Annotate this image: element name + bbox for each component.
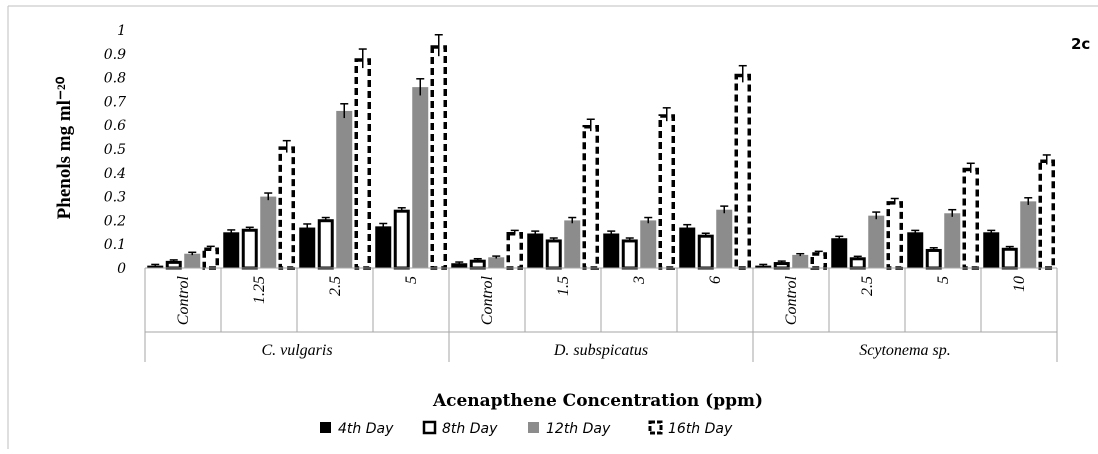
- bar: [716, 209, 733, 268]
- bar: [983, 232, 1000, 268]
- legend-swatch: [528, 422, 539, 433]
- bar: [488, 257, 505, 268]
- y-tick-label: 0.2: [104, 213, 126, 229]
- bar: [773, 262, 790, 270]
- bar: [564, 220, 581, 268]
- bar: [241, 228, 258, 270]
- bar: [260, 196, 277, 268]
- y-axis: 0 0.1 0.2 0.3 0.4 0.5 0.6 0.7 0.8 0.9 1: [104, 23, 126, 277]
- bar: [278, 146, 295, 270]
- category-label: Control: [783, 275, 800, 325]
- category-label: 2.5: [859, 276, 876, 296]
- bar: [317, 219, 334, 270]
- y-tick-label: 0.9: [104, 47, 126, 63]
- bar: [621, 239, 638, 270]
- y-tick-label: 0.1: [104, 237, 126, 253]
- x-axis-title: Acenapthene Concentration (ppm): [432, 391, 763, 411]
- bar: [545, 239, 562, 270]
- category-label: Control: [479, 275, 496, 325]
- category-label: Control: [175, 275, 192, 325]
- bar: [810, 252, 827, 270]
- bar: [962, 167, 979, 270]
- bar: [697, 234, 714, 270]
- panel-label: 2c: [1071, 35, 1090, 53]
- bar: [603, 233, 620, 268]
- category-label: 10: [1011, 276, 1028, 292]
- category-label: 5: [403, 276, 420, 284]
- legend-swatch: [422, 420, 437, 435]
- bar: [792, 254, 809, 268]
- bar: [734, 73, 751, 270]
- legend-swatch: [648, 420, 663, 435]
- bar: [944, 213, 961, 268]
- bars: [147, 34, 1055, 270]
- bar: [393, 209, 410, 270]
- bar: [451, 263, 468, 268]
- legend-label: 16th Day: [668, 421, 733, 437]
- bar: [849, 257, 866, 270]
- category-label: 6: [707, 276, 724, 284]
- bar: [925, 248, 942, 270]
- bar: [469, 259, 486, 270]
- legend-label: 4th Day: [338, 421, 394, 437]
- bar: [506, 232, 523, 270]
- bar: [1001, 247, 1018, 270]
- legend-swatch: [320, 422, 331, 433]
- y-tick-label: 0.8: [104, 71, 126, 87]
- category-label: 1.5: [555, 276, 572, 296]
- bar: [679, 227, 696, 268]
- bar: [299, 227, 316, 268]
- bar: [184, 253, 201, 268]
- y-tick-label: 0.4: [104, 166, 126, 182]
- bar: [582, 124, 599, 270]
- category-axis: Control 1.25 2.5 5 Control 1.5 3 6 Control 2.5 5 10…: [144, 267, 1058, 362]
- y-axis-title: Phenols mg ml⁻²⁰: [54, 76, 75, 219]
- y-tick-label: 0.6: [104, 118, 126, 134]
- bar: [412, 87, 429, 269]
- group-label: C. vulgaris: [261, 342, 332, 359]
- y-tick-label: 0.5: [104, 142, 126, 158]
- bar: [886, 201, 903, 270]
- group-label: D. subspicatus: [553, 342, 648, 359]
- group-label: Scytonema sp.: [859, 342, 951, 359]
- y-tick-label: 0.3: [104, 190, 126, 206]
- bar: [907, 232, 924, 268]
- category-label: 1.25: [251, 276, 268, 304]
- bar: [430, 45, 447, 270]
- bar: [202, 247, 219, 270]
- legend: 4th Day 8th Day 12th Day 16th Day: [320, 420, 733, 437]
- y-tick-label: 0.7: [104, 94, 126, 110]
- category-label: 3: [631, 276, 648, 285]
- category-label: 5: [935, 276, 952, 284]
- y-tick-label: 0: [117, 261, 126, 277]
- legend-label: 12th Day: [546, 421, 611, 437]
- bar: [1020, 201, 1037, 268]
- bar: [831, 238, 848, 268]
- y-tick-label: 1: [117, 23, 126, 39]
- bar: [375, 226, 392, 268]
- bar: [354, 58, 371, 270]
- bar: [223, 232, 240, 268]
- bar: [658, 114, 675, 270]
- bar: [640, 220, 657, 268]
- bar: [336, 110, 353, 268]
- bar: [527, 233, 544, 268]
- legend-label: 8th Day: [442, 421, 498, 437]
- bar: [868, 215, 885, 268]
- bar: [165, 260, 182, 270]
- category-label: 2.5: [327, 276, 344, 296]
- bar: [1038, 159, 1055, 270]
